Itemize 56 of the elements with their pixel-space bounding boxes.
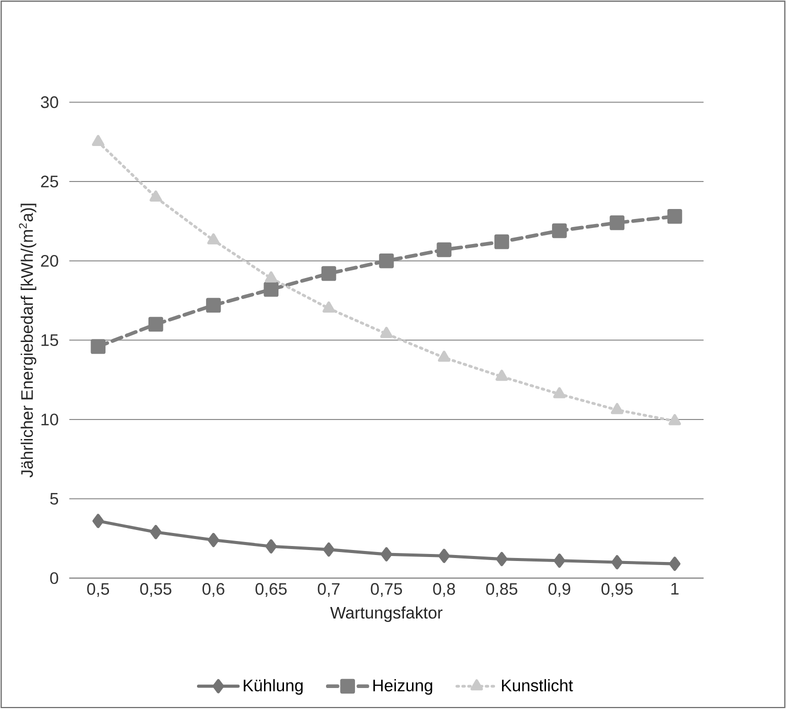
point bbox=[380, 547, 392, 562]
y-tick-label: 25 bbox=[41, 176, 58, 188]
point bbox=[552, 223, 567, 238]
point bbox=[208, 533, 220, 548]
y-tick-label: 10 bbox=[42, 414, 58, 426]
point bbox=[92, 135, 104, 146]
point bbox=[496, 552, 508, 566]
point bbox=[668, 414, 681, 426]
legend-label: Heizung bbox=[373, 679, 432, 695]
y-tick-label: 0 bbox=[50, 572, 58, 584]
point bbox=[264, 282, 278, 297]
point bbox=[265, 539, 277, 554]
x-tick-label: 0,85 bbox=[486, 583, 518, 597]
point bbox=[380, 326, 393, 338]
point bbox=[150, 190, 162, 202]
point bbox=[90, 339, 106, 354]
x-tick-label: 0,5 bbox=[87, 583, 110, 597]
point bbox=[669, 556, 680, 572]
x-tick-label: 0,7 bbox=[318, 583, 340, 597]
point bbox=[494, 234, 510, 250]
y-axis-title: Jährlicher Energiebedarf [kWh/(m$^{2}$a)] bbox=[18, 204, 36, 478]
x-tick-label: 0,55 bbox=[140, 583, 172, 597]
point bbox=[611, 555, 623, 570]
y-tick-label: 30 bbox=[40, 96, 58, 108]
x-tick-label: 0,95 bbox=[601, 583, 633, 597]
legend-label: Kühlung bbox=[244, 679, 303, 695]
point bbox=[436, 242, 452, 258]
point bbox=[610, 403, 624, 414]
x-tick-label: 0,9 bbox=[548, 583, 570, 597]
y-tick-label: 5 bbox=[50, 493, 58, 505]
x-tick-label: 0,6 bbox=[202, 583, 224, 597]
point bbox=[667, 209, 682, 224]
point bbox=[150, 525, 162, 540]
point bbox=[610, 216, 624, 230]
point bbox=[92, 514, 104, 528]
point bbox=[264, 271, 278, 283]
point bbox=[206, 298, 221, 313]
point bbox=[207, 233, 220, 245]
x-tick-label: 1 bbox=[671, 583, 679, 595]
x-tick-label: 0,65 bbox=[256, 583, 287, 597]
y-tick-label: 20 bbox=[41, 255, 58, 267]
point bbox=[496, 370, 508, 381]
x-axis-title: Wartungsfaktor bbox=[330, 606, 442, 622]
point bbox=[379, 254, 394, 268]
point bbox=[323, 542, 334, 557]
point bbox=[438, 350, 450, 362]
point bbox=[148, 317, 164, 332]
y-tick-label: 15 bbox=[42, 334, 58, 346]
x-tick-label: 0,8 bbox=[433, 583, 455, 597]
point bbox=[553, 387, 566, 398]
legend-label: Kunstlicht bbox=[502, 679, 573, 692]
point bbox=[438, 548, 450, 564]
point bbox=[554, 554, 566, 568]
x-tick-label: 0,75 bbox=[370, 583, 402, 597]
point bbox=[321, 266, 336, 282]
point bbox=[322, 302, 335, 313]
